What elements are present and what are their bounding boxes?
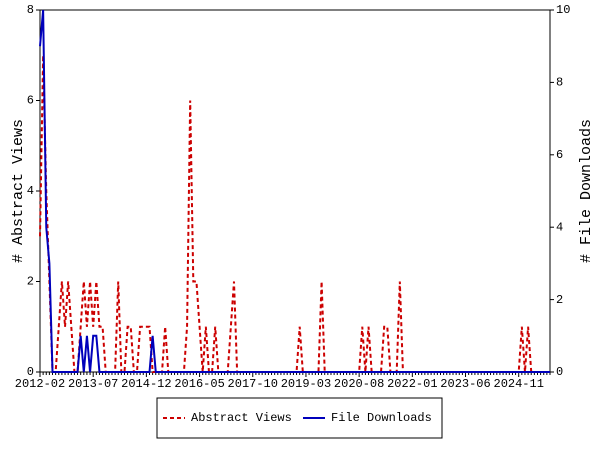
y-tick-label: 8	[27, 3, 34, 17]
x-tick-label: 2020-08	[334, 377, 384, 391]
y-tick-label: 2	[27, 275, 34, 289]
y-tick-label: 4	[27, 184, 34, 198]
y2-axis-label: # File Downloads	[578, 119, 595, 263]
x-tick-label: 2013-07	[68, 377, 118, 391]
x-tick-label: 2012-02	[15, 377, 65, 391]
y2-tick-label: 2	[556, 293, 563, 307]
y2-tick-label: 6	[556, 148, 563, 162]
x-tick-label: 2017-10	[228, 377, 278, 391]
x-tick-label: 2016-05	[174, 377, 224, 391]
series-line	[39, 9, 550, 373]
series-line	[39, 55, 550, 373]
y2-tick-label: 8	[556, 76, 563, 90]
x-tick-label: 2024-11	[494, 377, 544, 391]
legend-box	[156, 397, 443, 439]
x-tick-label: 2019-03	[281, 377, 331, 391]
x-tick-label: 2022-01	[387, 377, 437, 391]
y2-tick-label: 10	[556, 3, 570, 17]
y2-tick-label: 0	[556, 365, 563, 379]
y-tick-label: 0	[27, 365, 34, 379]
legend-label: File Downloads	[331, 411, 432, 425]
legend-label: Abstract Views	[191, 411, 292, 425]
x-tick-label: 2014-12	[121, 377, 171, 391]
y-axis-label: # Abstract Views	[10, 119, 27, 263]
y-tick-label: 6	[27, 94, 34, 108]
y2-tick-label: 4	[556, 220, 563, 234]
x-tick-label: 2023-06	[440, 377, 490, 391]
